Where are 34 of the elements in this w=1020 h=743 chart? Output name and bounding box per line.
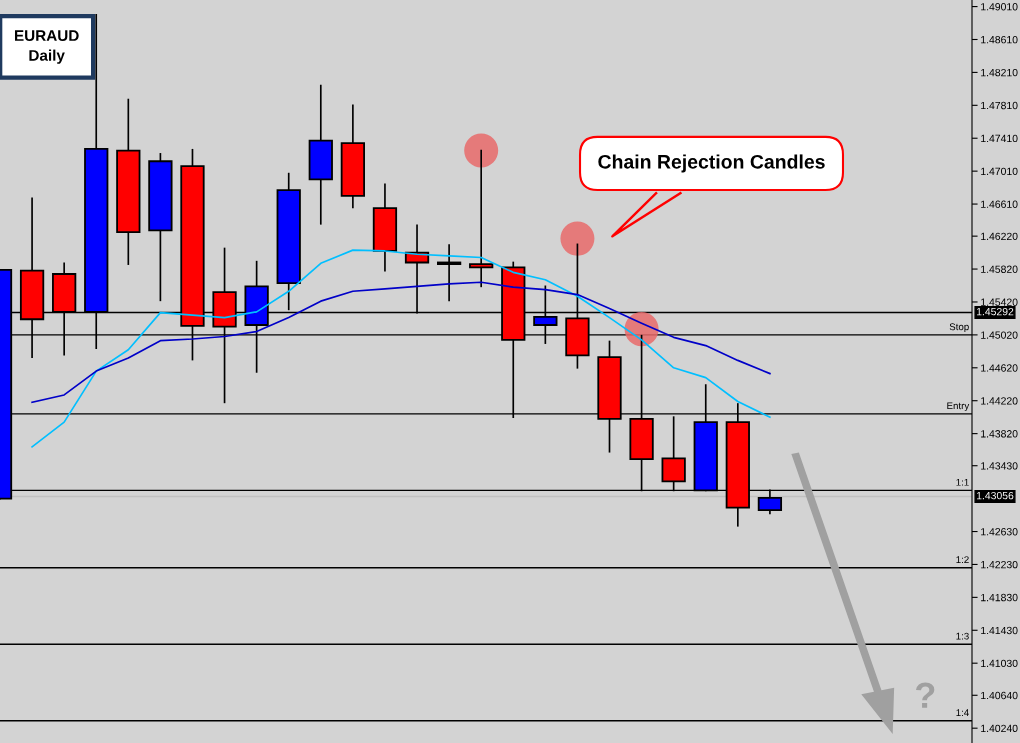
ref-line-label: 1:2 <box>956 556 969 563</box>
y-tick-label: 1.47010 <box>981 167 1018 176</box>
ref-line-label: Entry <box>947 402 970 412</box>
y-tick-label: 1.43820 <box>981 430 1018 438</box>
y-tick-label: 1.46220 <box>981 232 1018 241</box>
annotation: Chain Rejection Candles <box>598 154 825 173</box>
y-tick-label: 1.48210 <box>981 68 1018 77</box>
y-tick-label: 1.42630 <box>981 528 1018 536</box>
ref-line-label: Stop <box>949 323 969 333</box>
y-tick-label: 1.46610 <box>981 200 1018 208</box>
y-tick-label: 1.42230 <box>981 560 1018 569</box>
y-tick-label: 1.41030 <box>981 659 1018 668</box>
y-tick-label: 1.49010 <box>981 3 1018 11</box>
y-tick-label: 1.45420 <box>981 298 1018 306</box>
ref-line-label: 1:1 <box>956 478 969 486</box>
text: Daily <box>29 49 65 64</box>
y-tick-label: 1.44620 <box>981 364 1018 372</box>
ref-line-label: 1.43056 <box>976 491 1014 500</box>
text: ? <box>915 682 935 708</box>
y-tick-label: 1.48610 <box>981 36 1018 44</box>
text: EURAUD <box>15 30 79 42</box>
y-tick-label: 1.40240 <box>981 724 1018 733</box>
y-tick-label: 1.43430 <box>981 462 1018 470</box>
y-tick-label: 1.41430 <box>981 626 1018 635</box>
y-tick-label: 1.47410 <box>981 134 1018 143</box>
y-tick-label: 1.44220 <box>981 397 1018 405</box>
ref-line-label: 1:4 <box>956 709 969 716</box>
ref-line-label: 1:3 <box>956 632 969 640</box>
y-tick-label: 1.45820 <box>981 265 1018 273</box>
y-tick-label: 1.40640 <box>981 691 1018 700</box>
ref-line-label: 1.45292 <box>976 307 1014 316</box>
y-tick-label: 1.47810 <box>981 101 1018 110</box>
y-tick-label: 1.45020 <box>981 331 1018 339</box>
y-tick-label: 1.41830 <box>981 593 1018 602</box>
